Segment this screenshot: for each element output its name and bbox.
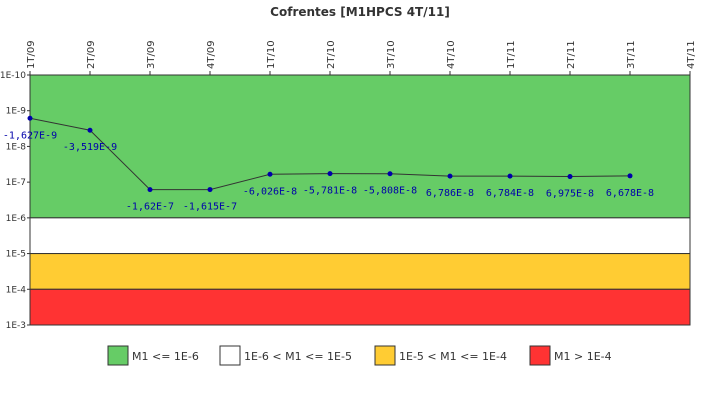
data-point — [87, 127, 93, 133]
data-point — [327, 171, 333, 177]
x-tick-label: 2T/10 — [326, 40, 337, 69]
data-label: 6,786E-8 — [426, 188, 474, 199]
data-point — [27, 115, 33, 121]
y-tick-label: 1E-4 — [6, 285, 27, 295]
chart-title: Cofrentes [M1HPCS 4T/11] — [270, 5, 450, 19]
data-point — [567, 174, 573, 180]
y-tick-label: 1E-5 — [6, 250, 26, 260]
x-axis-ticks: 1T/09 2T/09 3T/09 4T/09 1T/10 2T/10 3T/10 4T/10… — [26, 40, 697, 75]
band-3 — [29, 288, 691, 326]
data-label: 6,784E-8 — [486, 188, 534, 199]
data-label: 6,678E-8 — [606, 188, 654, 199]
series-group: -1,627E-9 -3,519E-9 -1,62E-7 -1,615E-7 -6,02… — [3, 115, 654, 213]
data-label: -5,808E-8 — [363, 186, 417, 197]
y-tick-label: 1E-10 — [0, 71, 26, 81]
band-1 — [29, 217, 691, 255]
x-tick-label: 3T/10 — [386, 40, 397, 69]
data-label: -3,519E-9 — [63, 142, 117, 153]
x-tick-label: 1T/11 — [506, 40, 517, 69]
x-tick-label: 3T/11 — [626, 40, 637, 69]
legend-swatch — [374, 345, 396, 366]
data-point — [387, 171, 393, 177]
x-tick-label: 3T/09 — [146, 40, 157, 69]
y-tick-label: 1E-3 — [6, 321, 26, 331]
data-point — [147, 187, 153, 193]
legend-swatch — [107, 345, 129, 366]
y-tick-label: 1E-6 — [6, 214, 27, 224]
legend-swatch — [529, 345, 551, 366]
x-tick-label: 2T/09 — [86, 40, 97, 69]
data-label: -6,026E-8 — [243, 186, 297, 197]
legend-label: M1 > 1E-4 — [554, 350, 612, 363]
data-label: -1,62E-7 — [126, 202, 174, 213]
band-0 — [29, 74, 691, 219]
legend-label: 1E-5 < M1 <= 1E-4 — [399, 350, 507, 363]
x-tick-label: 2T/11 — [566, 40, 577, 69]
band-2 — [29, 253, 691, 290]
legend: M1 <= 1E-6 1E-6 < M1 <= 1E-5 1E-5 < M1 <= … — [107, 345, 612, 366]
data-label: -5,781E-8 — [303, 186, 357, 197]
y-axis-ticks: 1E-10 1E-9 1E-8 1E-7 1E-6 1E-5 1E-4 1E-3 — [0, 71, 30, 331]
data-point — [207, 187, 213, 193]
data-label: -1,627E-9 — [3, 130, 57, 141]
legend-label: M1 <= 1E-6 — [132, 350, 199, 363]
legend-swatch — [219, 345, 241, 366]
y-tick-label: 1E-7 — [6, 178, 26, 188]
y-tick-label: 1E-9 — [6, 107, 27, 117]
y-tick-label: 1E-8 — [6, 142, 27, 152]
x-tick-label: 1T/09 — [26, 40, 37, 69]
x-tick-label: 4T/11 — [686, 40, 697, 69]
data-point — [507, 173, 513, 179]
x-tick-label: 1T/10 — [266, 40, 277, 69]
data-label: 6,975E-8 — [546, 189, 594, 200]
x-tick-label: 4T/09 — [206, 40, 217, 69]
data-point — [447, 173, 453, 179]
risk-bands — [29, 74, 691, 326]
x-tick-label: 4T/10 — [446, 40, 457, 69]
data-point — [267, 171, 273, 177]
plot-border — [29, 74, 691, 326]
data-label: -1,615E-7 — [183, 202, 237, 213]
legend-label: 1E-6 < M1 <= 1E-5 — [244, 350, 352, 363]
data-point — [627, 173, 633, 179]
